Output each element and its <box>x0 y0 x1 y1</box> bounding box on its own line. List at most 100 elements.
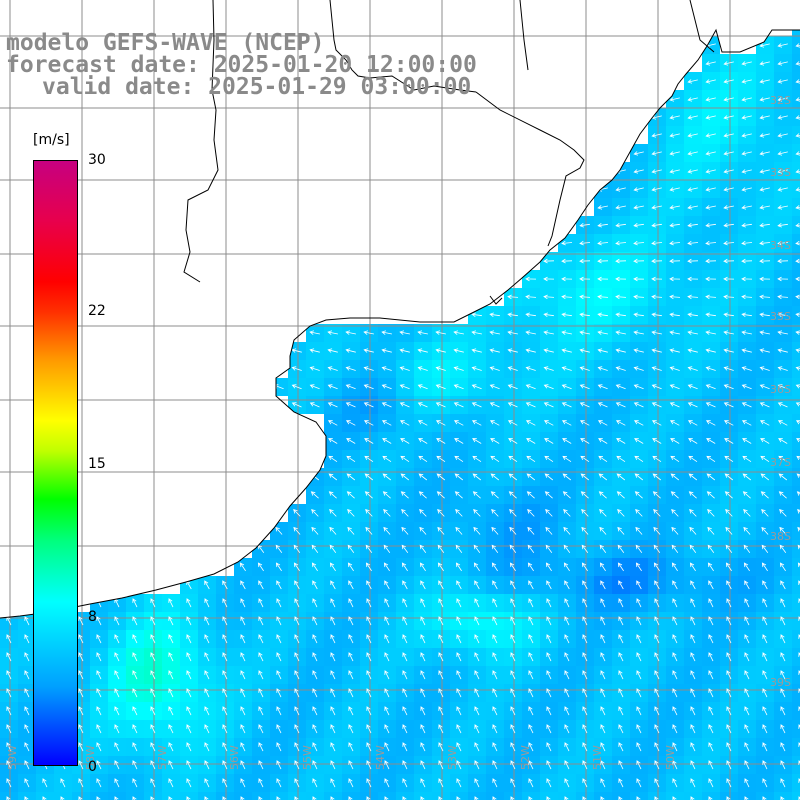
wind-arrow <box>489 402 500 408</box>
wind-arrow <box>204 760 210 770</box>
wind-arrow <box>311 508 319 517</box>
wind-arrow <box>546 634 552 644</box>
wind-arrow <box>618 778 624 788</box>
wind-arrow <box>633 330 644 335</box>
wind-arrow <box>635 508 643 517</box>
wind-arrow <box>600 652 606 662</box>
wind-arrow <box>777 330 788 335</box>
wind-arrow <box>240 778 246 788</box>
wind-arrow <box>777 205 788 210</box>
wind-arrow <box>222 778 228 788</box>
wind-arrow <box>510 598 516 608</box>
wind-arrow <box>723 258 735 264</box>
wind-arrow <box>598 438 608 444</box>
wind-arrow <box>545 562 552 572</box>
wind-arrow <box>258 760 264 770</box>
wind-arrow <box>328 455 338 463</box>
wind-arrow <box>723 276 735 282</box>
wind-arrow <box>689 562 696 572</box>
wind-arrow <box>525 294 537 300</box>
wind-arrow <box>474 580 480 590</box>
wind-arrow <box>366 634 372 644</box>
wind-arrow <box>24 706 30 716</box>
wind-arrow <box>669 240 681 246</box>
wind-arrow <box>546 706 552 716</box>
wind-arrow <box>78 760 84 770</box>
wind-arrow <box>777 97 788 102</box>
wind-arrow <box>707 508 715 517</box>
wind-cell <box>720 792 738 800</box>
wind-arrow <box>456 580 462 590</box>
wind-arrow <box>6 706 12 716</box>
wind-arrow <box>795 43 800 48</box>
wind-arrow <box>600 760 606 770</box>
wind-arrow <box>705 205 716 210</box>
wind-arrow <box>688 455 698 463</box>
wind-arrow <box>222 616 228 626</box>
wind-arrow <box>651 312 662 318</box>
grid-labels: 32S 33S 34S 35S 36S 37S 38S 39S 59W 58W … <box>6 94 791 770</box>
wind-arrow <box>402 580 408 590</box>
wind-arrow <box>723 187 734 192</box>
wind-arrow <box>546 742 552 752</box>
wind-arrow <box>669 402 680 408</box>
wind-arrow <box>690 706 696 716</box>
wind-arrow <box>543 366 554 371</box>
wind-arrow <box>240 670 246 680</box>
wind-arrow <box>417 384 428 390</box>
wind-arrow <box>564 760 570 770</box>
wind-arrow <box>276 580 282 590</box>
wind-arrow <box>294 616 300 626</box>
wind-arrow <box>636 778 642 788</box>
wind-arrow <box>420 616 426 626</box>
wind-arrow <box>670 438 680 444</box>
wind-arrow <box>743 508 751 517</box>
lon-label: 53W <box>446 745 459 770</box>
wind-arrow <box>744 778 750 788</box>
wind-arrow <box>78 724 84 734</box>
wind-arrow <box>455 544 463 553</box>
lat-label: 39S <box>770 676 791 689</box>
wind-arrow <box>723 330 734 335</box>
wind-cell <box>792 162 800 180</box>
wind-arrow <box>687 97 698 102</box>
wind-arrow <box>795 384 800 389</box>
wind-arrow <box>365 544 373 553</box>
valid-date: valid date: 2025-01-29 03:00:00 <box>42 74 472 100</box>
wind-arrow <box>96 688 102 698</box>
wind-cell <box>792 756 800 774</box>
wind-arrow <box>330 742 336 752</box>
wind-arrow <box>689 508 697 517</box>
wind-arrow <box>383 526 391 535</box>
wind-arrow <box>654 688 660 698</box>
wind-arrow <box>579 402 590 408</box>
wind-arrow <box>687 205 698 210</box>
wind-arrow <box>418 473 428 481</box>
wind-arrow <box>510 580 516 590</box>
wind-arrow <box>561 258 573 264</box>
wind-arrow <box>474 688 480 698</box>
lat-label: 32S <box>770 94 791 107</box>
wind-arrow <box>417 366 428 371</box>
wind-arrow <box>453 366 464 371</box>
wind-arrow <box>381 348 392 353</box>
wind-arrow <box>600 616 606 626</box>
wind-arrow <box>96 652 102 662</box>
wind-arrow <box>204 616 210 626</box>
wind-arrow <box>438 652 444 662</box>
wind-arrow <box>633 151 644 156</box>
wind-arrow <box>114 652 120 662</box>
wind-arrow <box>291 384 302 390</box>
wind-arrow <box>384 778 390 788</box>
wind-arrow <box>456 616 462 626</box>
wind-arrow <box>741 258 753 264</box>
wind-arrow <box>384 670 390 680</box>
wind-arrow <box>24 760 30 770</box>
wind-arrow <box>564 616 570 626</box>
wind-arrow <box>510 688 516 698</box>
wind-arrow <box>580 455 590 463</box>
wind-arrow <box>633 312 644 318</box>
wind-arrow <box>795 348 800 353</box>
wind-arrow <box>204 742 210 752</box>
wind-arrow <box>707 526 715 535</box>
